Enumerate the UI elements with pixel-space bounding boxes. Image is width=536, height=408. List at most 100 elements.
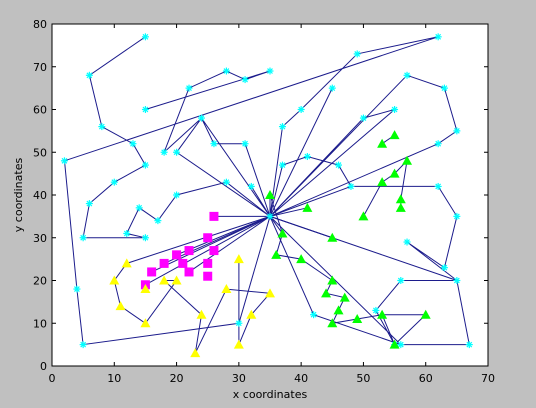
x-tick-label: 20 [170, 372, 184, 385]
tour-line [63, 36, 470, 346]
hub-edge [163, 215, 271, 264]
y-tick-label: 0 [40, 360, 47, 373]
green-triangle-marker [420, 309, 431, 319]
cyan-asterisk-marker [403, 71, 411, 79]
cyan-asterisk-marker [129, 140, 137, 148]
magenta-square-marker [147, 267, 157, 277]
yellow-triangle-marker [190, 348, 201, 358]
cyan-asterisk-marker [359, 114, 367, 122]
green-triangle-marker [402, 155, 413, 165]
cyan-asterisk-marker [141, 106, 149, 113]
magenta-square-marker [178, 258, 188, 268]
cyan-asterisk-marker [197, 114, 205, 122]
cyan-asterisk-marker [465, 341, 473, 349]
yellow-triangle-marker [196, 309, 207, 319]
cyan-asterisk-marker [335, 161, 343, 169]
cyan-asterisk-marker [141, 234, 149, 242]
y-tick-label: 80 [33, 18, 47, 31]
green-triangle-marker [327, 275, 338, 285]
cyan-asterisk-marker [391, 106, 399, 113]
y-tick-label: 40 [33, 189, 47, 202]
cyan-asterisk-marker [353, 50, 361, 58]
green-triangle-marker [377, 138, 388, 148]
cyan-asterisk-marker [173, 148, 181, 156]
y-tick-label: 60 [33, 104, 47, 117]
cyan-asterisk-marker [98, 123, 106, 131]
y-tick-label: 50 [33, 146, 47, 159]
magenta-square-marker [209, 246, 219, 256]
yellow-triangle-marker [140, 318, 151, 328]
green-triangle-marker [271, 249, 282, 259]
cyan-asterisk-marker [222, 178, 230, 186]
cyan-asterisk-marker [372, 306, 380, 314]
cyan-asterisk-marker [453, 277, 461, 284]
cyan-asterisk-marker [403, 238, 411, 246]
yellow-triangle-marker [171, 275, 182, 285]
hub-edge [188, 215, 271, 273]
yellow-triangle-marker [246, 309, 257, 319]
green-triangle-marker [327, 232, 338, 242]
cyan-asterisk-marker [85, 200, 93, 208]
cyan-asterisk-marker [347, 182, 355, 190]
cyan-asterisk-marker [241, 140, 249, 148]
y-tick-label: 10 [33, 317, 47, 330]
green-triangle-marker [277, 228, 288, 238]
green-triangle-marker [296, 254, 307, 264]
magenta-square-marker [203, 233, 213, 243]
magenta-square-marker [184, 246, 194, 256]
cyan-asterisk-marker [60, 157, 68, 165]
cyan-asterisk-marker [266, 212, 274, 220]
green-triangle-marker [265, 190, 275, 199]
cyan-asterisk-marker [278, 123, 286, 131]
cyan-asterisk-marker [210, 140, 218, 148]
cyan-asterisk-marker [453, 212, 461, 220]
green-triangle-marker [358, 211, 369, 221]
x-tick-label: 70 [481, 372, 495, 385]
cyan-asterisk-marker [141, 33, 149, 41]
x-tick-label: 0 [49, 372, 56, 385]
cyan-asterisk-marker [434, 33, 442, 41]
hub-edge [126, 215, 271, 264]
magenta-square-marker [203, 271, 213, 281]
edges-layer [63, 36, 470, 354]
cyan-asterisk-marker [110, 178, 118, 186]
cyan-asterisk-marker [235, 319, 243, 327]
y-tick-label: 30 [33, 232, 47, 245]
magenta-square-marker [203, 258, 213, 268]
cyan-asterisk-marker [79, 341, 87, 349]
hub-edge [269, 215, 333, 239]
green-cluster-line [269, 194, 427, 346]
green-triangle-marker [302, 202, 313, 212]
cyan-asterisk-marker [434, 182, 442, 190]
cyan-asterisk-marker [73, 285, 81, 293]
yellow-triangle-marker [109, 275, 120, 285]
magenta-square-marker [159, 258, 169, 268]
cyan-asterisk-marker [241, 76, 249, 84]
cyan-asterisk-marker [222, 67, 230, 75]
hub-edge [269, 185, 352, 217]
cyan-asterisk-marker [328, 84, 336, 92]
cyan-asterisk-marker [434, 140, 442, 148]
yellow-triangle-marker [233, 339, 244, 349]
yellow-triangle-marker [140, 284, 151, 294]
yellow-triangle-marker [233, 254, 244, 264]
yellow-triangle-marker [265, 288, 275, 298]
axes-layer: 0 10 20 30 40 50 60 70 0 10 20 30 40 50 60 70 80 [33, 18, 495, 385]
cyan-asterisk-marker [440, 84, 448, 92]
cyan-asterisk-marker [79, 234, 87, 242]
x-tick-label: 10 [107, 372, 121, 385]
x-tick-label: 60 [419, 372, 433, 385]
cyan-asterisk-marker [266, 67, 274, 75]
cyan-asterisk-marker [278, 161, 286, 169]
yellow-triangle-marker [221, 284, 232, 294]
yellow-triangle-marker [115, 301, 126, 311]
y-tick-label: 20 [33, 275, 47, 288]
green-triangle-marker [389, 168, 400, 178]
green-triangle-marker [352, 313, 363, 323]
cyan-asterisk-marker [154, 217, 162, 225]
green-triangle-marker [389, 339, 400, 349]
green-triangle-marker [327, 318, 338, 328]
cyan-asterisk-marker [141, 161, 149, 169]
cyan-asterisk-marker [453, 127, 461, 135]
